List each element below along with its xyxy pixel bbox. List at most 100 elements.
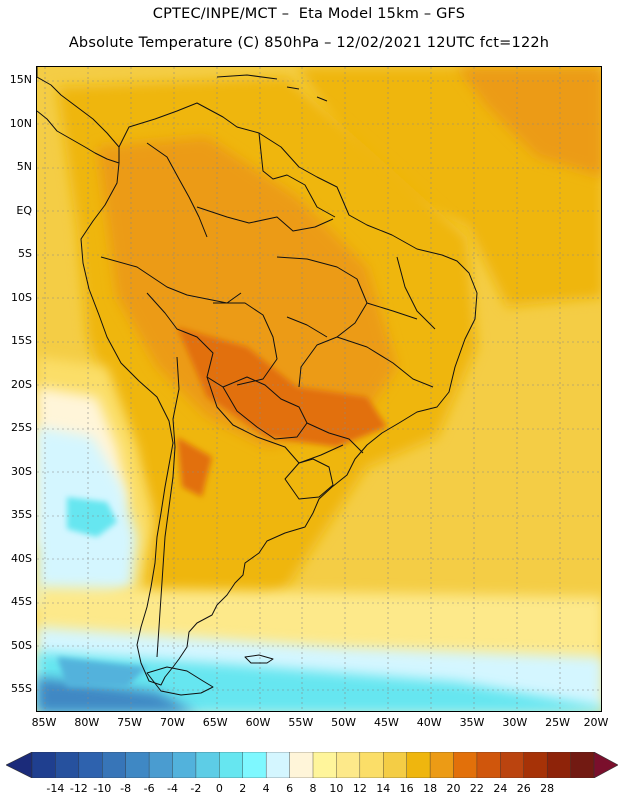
colorbar-swatch xyxy=(500,752,525,778)
colorbar-label: 0 xyxy=(215,782,223,795)
colorbar-swatch xyxy=(55,752,80,778)
coastlines-and-borders xyxy=(37,67,478,696)
temperature-map-svg xyxy=(37,67,601,711)
latitude-label: 55S xyxy=(11,682,32,695)
colorbar-high-arrow xyxy=(593,752,618,778)
colorbar-swatch xyxy=(312,752,338,778)
colorbar-label: -10 xyxy=(93,782,112,795)
colorbar-label: 12 xyxy=(352,782,367,795)
temperature-colorbar xyxy=(6,752,618,778)
cold-spot-pacific xyxy=(67,497,117,537)
tierra-del-fuego xyxy=(146,666,214,696)
border-brazil-south xyxy=(298,422,364,464)
colorbar-swatch xyxy=(125,752,150,778)
latitude-label: 50S xyxy=(11,638,32,652)
colorbar-swatch xyxy=(546,752,572,778)
colorbar-swatch xyxy=(265,752,291,778)
border-colombia-venezuela xyxy=(146,142,208,238)
colorbar-label: 4 xyxy=(262,782,270,795)
longitude-label: 50W xyxy=(331,716,357,729)
hot-spot-chaco xyxy=(177,437,212,497)
colorbar-swatch xyxy=(429,752,455,778)
latitude-label: 5S xyxy=(18,247,32,260)
cold-patch-southwest xyxy=(57,657,147,687)
latitude-label: 35S xyxy=(11,508,32,521)
colorbar-swatch xyxy=(336,752,361,778)
colorbar-label: -8 xyxy=(120,782,132,795)
map-title-line-2: Absolute Temperature (C) 850hPa – 12/02/… xyxy=(68,35,550,51)
longitude-label: 30W xyxy=(502,716,528,729)
colorbar-swatch xyxy=(219,752,244,778)
lat-lon-grid xyxy=(37,67,601,711)
border-bolivia-brazil xyxy=(213,302,278,386)
colorbar-label: -2 xyxy=(190,782,202,795)
colorbar-label: 10 xyxy=(329,782,344,795)
border-chile-argentina xyxy=(156,356,180,658)
colorbar-swatch xyxy=(102,752,127,778)
south-america-coastline xyxy=(80,102,478,686)
colorbar-swatch xyxy=(406,752,431,778)
colorbar-label: -6 xyxy=(143,782,155,795)
latitude-label: 15S xyxy=(11,334,32,347)
border-argentina-north xyxy=(206,376,300,464)
temperature-map xyxy=(36,66,602,712)
latitude-label: 10N xyxy=(9,116,32,130)
colorbar-label: 8 xyxy=(309,782,317,795)
colorbar-swatch xyxy=(172,752,197,778)
hot-region-interior xyxy=(97,137,397,447)
colorbar-label: 24 xyxy=(493,782,508,795)
falkland-islands xyxy=(244,654,274,664)
colorbar-label: 14 xyxy=(376,782,391,795)
colorbar-swatch xyxy=(359,752,384,778)
longitude-label: 25W xyxy=(545,716,571,729)
colorbar-low-arrow xyxy=(6,752,33,778)
colorbar-swatch xyxy=(523,752,548,778)
latitude-label: EQ xyxy=(16,203,32,217)
longitude-label: 20W xyxy=(583,716,609,729)
colorbar-label: 6 xyxy=(286,782,294,795)
colorbar-swatch xyxy=(31,752,57,778)
longitude-label: 70W xyxy=(159,716,185,729)
longitude-label: 45W xyxy=(373,716,399,729)
colorbar-label: -12 xyxy=(69,782,88,795)
border-brazil-north xyxy=(196,206,334,232)
colorbar-swatch xyxy=(289,752,314,778)
colorbar-label: 20 xyxy=(446,782,461,795)
colorbar-label: 28 xyxy=(540,782,555,795)
colorbar-label: 2 xyxy=(239,782,247,795)
latitude-label: 15N xyxy=(9,73,32,86)
longitude-label: 35W xyxy=(459,716,485,729)
colorbar-swatch xyxy=(570,752,595,778)
colorbar-swatch xyxy=(195,752,221,778)
central-america-coastline xyxy=(37,67,120,148)
colorbar-label: 22 xyxy=(469,782,484,795)
colorbar-label: 16 xyxy=(399,782,414,795)
latitude-label: 25S xyxy=(11,421,32,434)
longitude-label: 55W xyxy=(288,716,314,729)
colorbar-swatch xyxy=(476,752,502,778)
warm-region-caribbean-east xyxy=(457,67,601,177)
colorbar-swatch xyxy=(453,752,478,778)
longitude-label: 75W xyxy=(117,716,143,729)
colder-band-south xyxy=(37,652,601,711)
border-brazil-states xyxy=(276,256,436,388)
latitude-label: 10S xyxy=(11,290,32,304)
latitude-label: 5N xyxy=(16,160,32,173)
colorbar-label: 18 xyxy=(423,782,438,795)
colorbar-label: -4 xyxy=(167,782,178,795)
latitude-label: 20S xyxy=(11,377,32,391)
longitude-label: 65W xyxy=(202,716,228,729)
latitude-label: 40S xyxy=(11,551,32,565)
colorbar-label: -14 xyxy=(46,782,65,795)
hottest-region-central xyxy=(177,327,387,447)
longitude-label: 85W xyxy=(31,716,57,729)
colorbar-label: 26 xyxy=(516,782,531,795)
colorbar-swatch xyxy=(383,752,408,778)
longitude-label: 80W xyxy=(74,716,100,729)
border-guianas xyxy=(258,132,336,218)
latitude-label: 45S xyxy=(11,595,32,608)
central-america-isthmus xyxy=(37,110,120,164)
latitude-label: 30S xyxy=(11,464,32,478)
caribbean-islands xyxy=(216,74,328,102)
colorbar-swatch xyxy=(78,752,103,778)
